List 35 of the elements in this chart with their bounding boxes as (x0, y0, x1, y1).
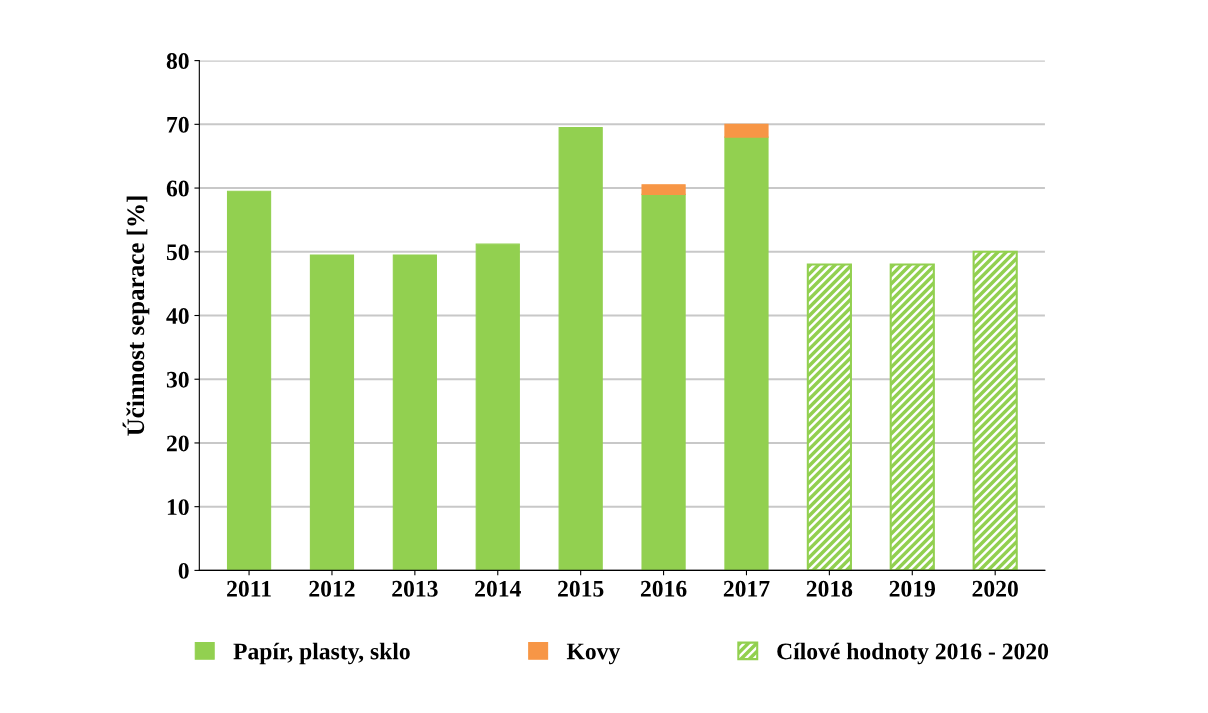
x-tick-label: 2013 (392, 580, 438, 597)
legend-label: Cílové hodnoty 2016 - 2020 (777, 642, 1049, 665)
bar (309, 254, 355, 571)
bar (724, 123, 769, 138)
bar (641, 184, 686, 195)
legend-label: Papír, plasty, sklo (233, 642, 410, 665)
bar (475, 243, 520, 571)
x-tick-label: 2017 (723, 580, 770, 597)
y-tick-label: 40 (166, 307, 189, 324)
x-tick-label: 2019 (889, 580, 936, 597)
bar (972, 250, 1018, 571)
x-tick-label: 2015 (558, 580, 604, 597)
x-tick-label: 2014 (475, 580, 521, 597)
bar (889, 263, 935, 571)
y-tick-label: 70 (167, 116, 189, 133)
bar (724, 136, 769, 571)
bar (806, 263, 852, 571)
legend-label: Kovy (566, 643, 621, 665)
y-tick-label: 0 (178, 562, 189, 579)
y-tick-label: 50 (166, 244, 189, 261)
bar (641, 193, 686, 571)
x-tick-label: 2018 (806, 580, 853, 597)
y-axis-title: Účinnost separace [%] (122, 196, 150, 436)
x-tick-label: 2016 (640, 580, 687, 597)
y-tick-label: 60 (166, 180, 189, 197)
y-tick-label: 30 (166, 371, 189, 388)
bar (392, 254, 437, 571)
x-tick-label: 2012 (309, 580, 355, 597)
y-tick-label: 20 (166, 435, 189, 452)
bar (558, 126, 603, 571)
bar (226, 190, 272, 571)
x-tick-label: 2011 (227, 580, 271, 597)
x-tick-label: 2020 (972, 580, 1018, 597)
y-tick-label: 80 (166, 53, 189, 70)
y-tick-label: 10 (167, 499, 189, 516)
